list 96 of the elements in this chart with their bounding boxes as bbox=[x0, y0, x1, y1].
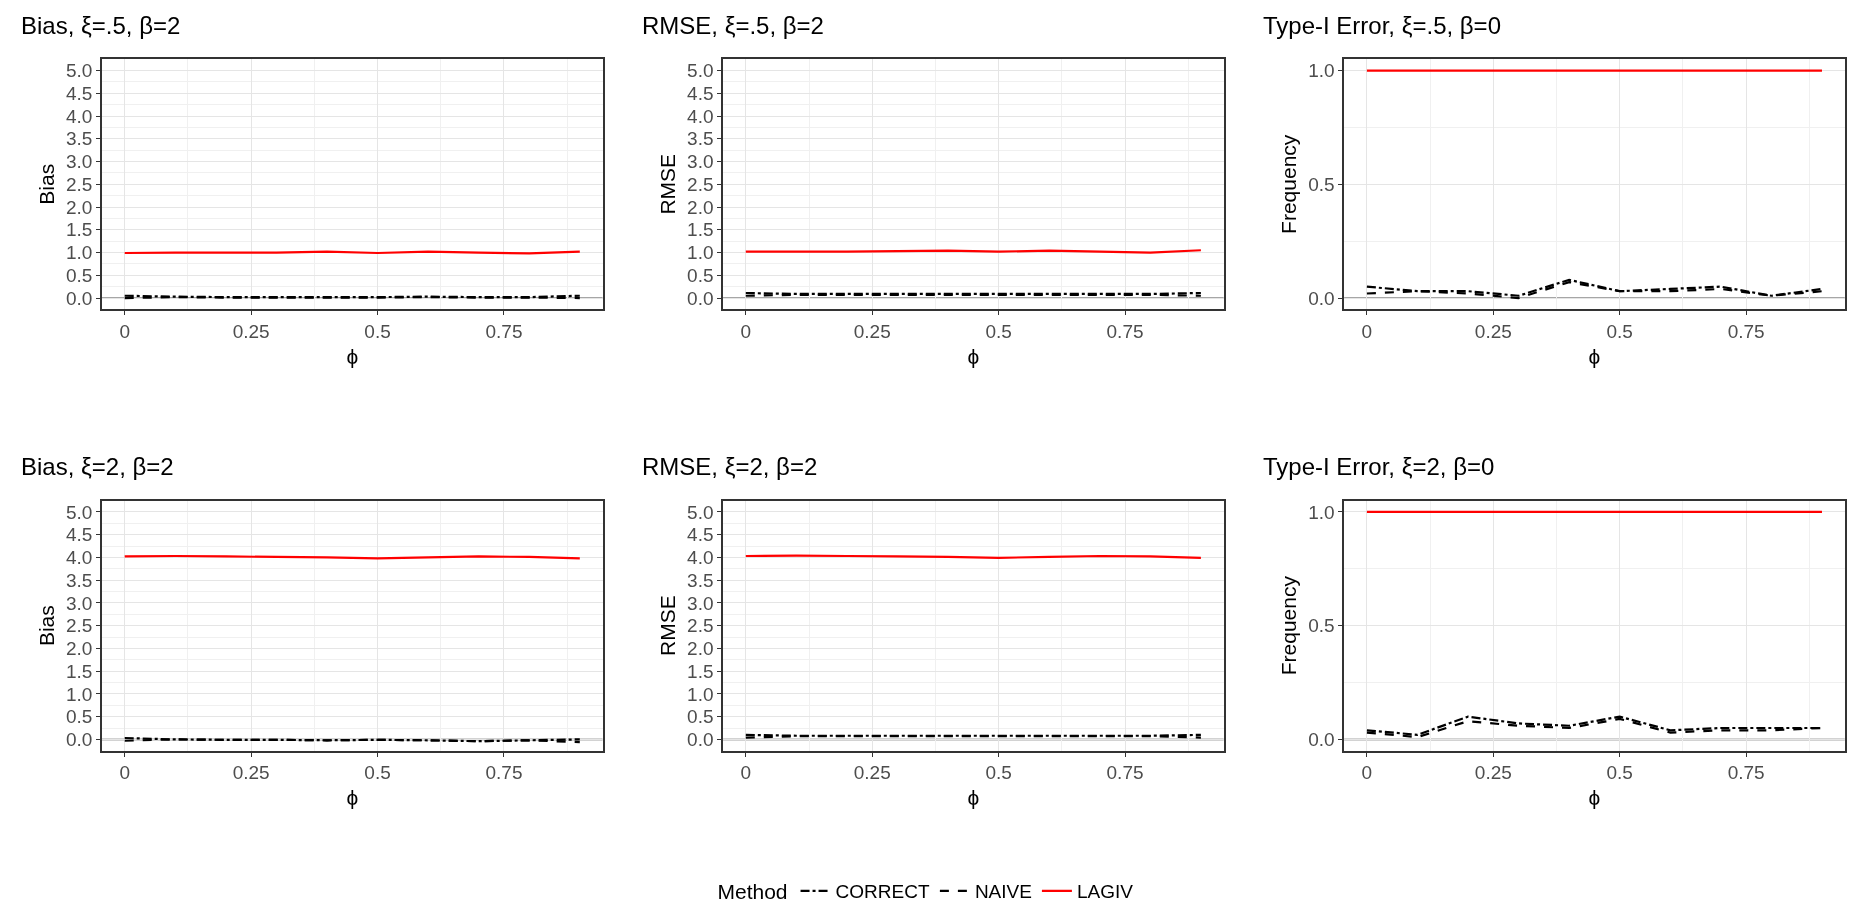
x-tick-label: 0.75 bbox=[485, 762, 523, 784]
x-tick-label: 0.25 bbox=[853, 762, 891, 784]
y-tick-label: 2.5 bbox=[687, 173, 714, 195]
y-tick-label: 3.5 bbox=[66, 569, 93, 591]
y-tick-label: 4.0 bbox=[66, 547, 93, 569]
x-tick-label: 0.5 bbox=[985, 762, 1012, 784]
y-tick-label: 4.0 bbox=[66, 105, 93, 127]
y-tick-label: 1.0 bbox=[1308, 501, 1335, 523]
y-tick-label: 4.5 bbox=[687, 524, 714, 546]
y-tick-label: 3.0 bbox=[66, 151, 93, 173]
y-tick-label: 1.0 bbox=[1308, 60, 1335, 82]
y-tick-label: 2.5 bbox=[66, 615, 93, 637]
y-tick-label: 3.0 bbox=[66, 592, 93, 614]
x-tick-label: 0.25 bbox=[1474, 762, 1512, 784]
x-tick-label: 0.5 bbox=[1606, 762, 1633, 784]
x-tick-label: 0.75 bbox=[1727, 762, 1765, 784]
y-tick-label: 0.0 bbox=[1308, 287, 1335, 309]
chart-title: Bias, ξ=.5, β=2 bbox=[21, 12, 181, 39]
legend-label: NAIVE bbox=[974, 881, 1032, 903]
y-tick-label: 0.0 bbox=[66, 729, 93, 751]
y-tick-label: 2.5 bbox=[66, 173, 93, 195]
x-tick-label: 0.5 bbox=[1606, 320, 1633, 342]
legend-label: CORRECT bbox=[835, 881, 930, 903]
x-axis-title: ϕ bbox=[346, 786, 359, 809]
y-axis-title: RMSE bbox=[655, 595, 679, 656]
y-tick-label: 0.5 bbox=[1308, 615, 1335, 637]
y-tick-label: 5.0 bbox=[687, 501, 714, 523]
y-tick-label: 1.0 bbox=[687, 242, 714, 264]
y-tick-label: 2.0 bbox=[66, 196, 93, 218]
y-tick-label: 5.0 bbox=[66, 60, 93, 82]
y-tick-label: 0.0 bbox=[1308, 729, 1335, 751]
y-tick-label: 3.5 bbox=[687, 569, 714, 591]
x-tick-label: 0.75 bbox=[1727, 320, 1765, 342]
x-tick-label: 0.25 bbox=[232, 762, 270, 784]
y-tick-label: 1.5 bbox=[66, 219, 93, 241]
y-tick-label: 4.5 bbox=[687, 82, 714, 104]
y-tick-label: 1.5 bbox=[66, 660, 93, 682]
x-tick-label: 0.75 bbox=[485, 320, 523, 342]
y-tick-label: 1.5 bbox=[687, 660, 714, 682]
y-axis-title: Frequency bbox=[1276, 134, 1300, 234]
x-tick-label: 0.75 bbox=[1106, 762, 1144, 784]
chart-title: Bias, ξ=2, β=2 bbox=[21, 453, 174, 480]
y-tick-label: 0.5 bbox=[1308, 173, 1335, 195]
y-axis-title: Bias bbox=[34, 163, 58, 205]
y-tick-label: 5.0 bbox=[687, 60, 714, 82]
x-axis-title: ϕ bbox=[1588, 344, 1601, 368]
legend-label: LAGIV bbox=[1076, 881, 1134, 903]
chart-title: Type-I Error, ξ=.5, β=0 bbox=[1263, 12, 1501, 39]
y-tick-label: 0.5 bbox=[66, 706, 93, 728]
y-tick-label: 4.0 bbox=[687, 547, 714, 569]
x-tick-label: 0 bbox=[740, 320, 752, 342]
x-tick-label: 0.25 bbox=[232, 320, 270, 342]
x-tick-label: 0.5 bbox=[364, 320, 391, 342]
y-tick-label: 1.0 bbox=[66, 242, 93, 264]
x-tick-label: 0.75 bbox=[1106, 320, 1144, 342]
y-tick-label: 2.0 bbox=[687, 196, 714, 218]
x-axis-title: ϕ bbox=[967, 344, 980, 368]
y-tick-label: 3.5 bbox=[66, 128, 93, 150]
x-tick-label: 0 bbox=[740, 762, 752, 784]
y-tick-label: 3.0 bbox=[687, 592, 714, 614]
chart-title: RMSE, ξ=2, β=2 bbox=[642, 453, 818, 480]
y-tick-label: 2.5 bbox=[687, 615, 714, 637]
chart-title: Type-I Error, ξ=2, β=0 bbox=[1263, 453, 1495, 480]
y-tick-label: 0.0 bbox=[687, 287, 714, 309]
y-tick-label: 0.5 bbox=[687, 706, 714, 728]
chart-title: RMSE, ξ=.5, β=2 bbox=[642, 12, 824, 39]
x-axis-title: ϕ bbox=[967, 786, 980, 809]
y-axis-title: RMSE bbox=[655, 153, 679, 215]
x-tick-label: 0 bbox=[119, 762, 131, 784]
x-tick-label: 0 bbox=[1361, 320, 1373, 342]
y-tick-label: 5.0 bbox=[66, 501, 93, 523]
x-tick-label: 0.25 bbox=[853, 320, 891, 342]
y-tick-label: 4.5 bbox=[66, 82, 93, 104]
y-tick-label: 0.5 bbox=[687, 264, 714, 286]
y-tick-label: 3.5 bbox=[687, 128, 714, 150]
x-tick-label: 0.25 bbox=[1474, 320, 1512, 342]
y-tick-label: 1.0 bbox=[66, 683, 93, 705]
y-tick-label: 4.5 bbox=[66, 524, 93, 546]
y-axis-title: Bias bbox=[34, 605, 58, 647]
y-axis-title: Frequency bbox=[1276, 575, 1300, 676]
legend-title: Method bbox=[717, 880, 788, 904]
y-tick-label: 2.0 bbox=[66, 638, 93, 660]
y-tick-label: 0.0 bbox=[66, 287, 93, 309]
y-tick-label: 4.0 bbox=[687, 105, 714, 127]
x-tick-label: 0.5 bbox=[364, 762, 391, 784]
y-tick-label: 1.5 bbox=[687, 219, 714, 241]
y-tick-label: 0.5 bbox=[66, 264, 93, 286]
x-axis-title: ϕ bbox=[1588, 786, 1601, 809]
y-tick-label: 1.0 bbox=[687, 683, 714, 705]
y-tick-label: 2.0 bbox=[687, 638, 714, 660]
y-tick-label: 3.0 bbox=[687, 151, 714, 173]
y-tick-label: 0.0 bbox=[687, 729, 714, 751]
x-tick-label: 0.5 bbox=[985, 320, 1012, 342]
x-tick-label: 0 bbox=[119, 320, 131, 342]
x-axis-title: ϕ bbox=[346, 344, 359, 368]
x-tick-label: 0 bbox=[1361, 762, 1373, 784]
